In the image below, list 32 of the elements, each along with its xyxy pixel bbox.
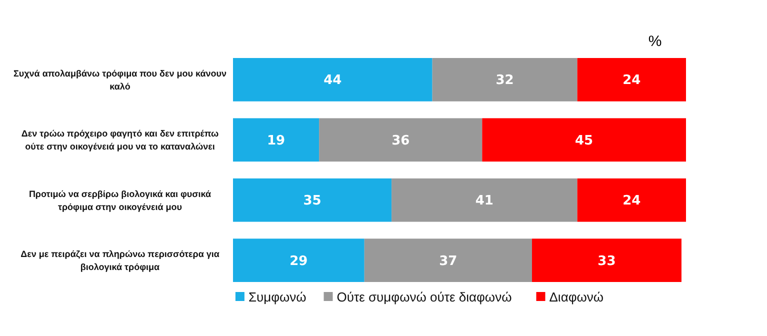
bar	[364, 238, 532, 282]
bar	[233, 238, 364, 282]
data-label: 19	[266, 133, 286, 148]
legend-label: Συμφωνώ	[248, 290, 306, 305]
data-label: 37	[439, 254, 458, 269]
y-tick-label: Δεν με πειράζει να πληρώνω περισσότερα για βιολογικά τρόφιμα	[20, 248, 220, 272]
bar	[319, 118, 482, 162]
y-tick-label: Συχνά απολαμβάνω τρόφιμα που δεν μου κάνουν καλό	[13, 68, 227, 92]
bar	[432, 58, 578, 102]
data-label: 45	[575, 133, 594, 148]
bar	[532, 238, 682, 282]
bar	[392, 178, 578, 222]
bar	[482, 118, 686, 162]
bar	[577, 58, 686, 102]
y-tick-label: Δεν τρώω πρόχειρο φαγητό και δεν επιτρέπω ούτε στην οικογένειά μου να το καταναλώνει	[21, 128, 219, 152]
data-label: 41	[475, 194, 494, 209]
data-label: 36	[392, 133, 410, 148]
data-label: 33	[598, 254, 616, 269]
data-label: 24	[622, 194, 641, 209]
legend-label: Ούτε συμφωνώ ούτε διαφωνώ	[336, 290, 512, 305]
data-label: 32	[496, 73, 514, 88]
bar	[577, 178, 686, 222]
data-label: 35	[303, 194, 322, 209]
y-tick-label: Προτιμώ να σερβίρω βιολογικά και φυσικά τρόφιμα στην οικογένειά μου	[28, 188, 212, 212]
data-label: 29	[290, 254, 308, 269]
bar	[233, 118, 320, 162]
bar	[233, 178, 392, 222]
data-label: 44	[324, 73, 342, 88]
chart-title: %	[648, 33, 662, 50]
bar	[233, 58, 432, 102]
legend-label: Διαφωνώ	[549, 290, 604, 305]
data-label: 24	[622, 73, 641, 88]
